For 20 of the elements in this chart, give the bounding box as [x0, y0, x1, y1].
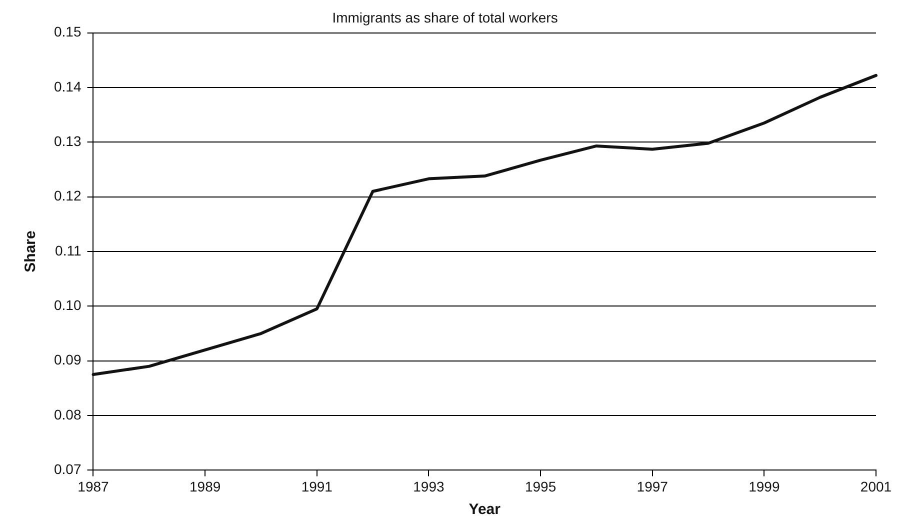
y-tick-label: 0.10 [54, 297, 82, 314]
y-tick-label: 0.14 [54, 78, 82, 94]
x-tick-label: 1993 [413, 478, 444, 494]
x-tick-label: 1991 [301, 478, 333, 494]
y-tick-label: 0.13 [54, 133, 82, 150]
y-tick-label: 0.07 [54, 461, 82, 478]
y-tick-label: 0.09 [54, 352, 82, 368]
x-tick-label: 1997 [636, 478, 668, 494]
y-tick-label: 0.11 [55, 242, 82, 258]
x-tick-label: 1987 [78, 478, 110, 494]
x-tick-label: 1999 [748, 478, 780, 494]
x-tick-label: 2001 [860, 478, 892, 494]
chart-title: Immigrants as share of total workers [332, 9, 558, 26]
y-tick-label: 0.15 [54, 24, 82, 40]
x-axis-title: Year [468, 501, 501, 518]
x-tick-label: 1989 [189, 478, 221, 494]
y-axis-title: Share [22, 230, 40, 272]
x-tick-label: 1995 [524, 478, 556, 494]
y-tick-label: 0.08 [54, 406, 82, 422]
y-tick-label: 0.12 [54, 188, 82, 204]
